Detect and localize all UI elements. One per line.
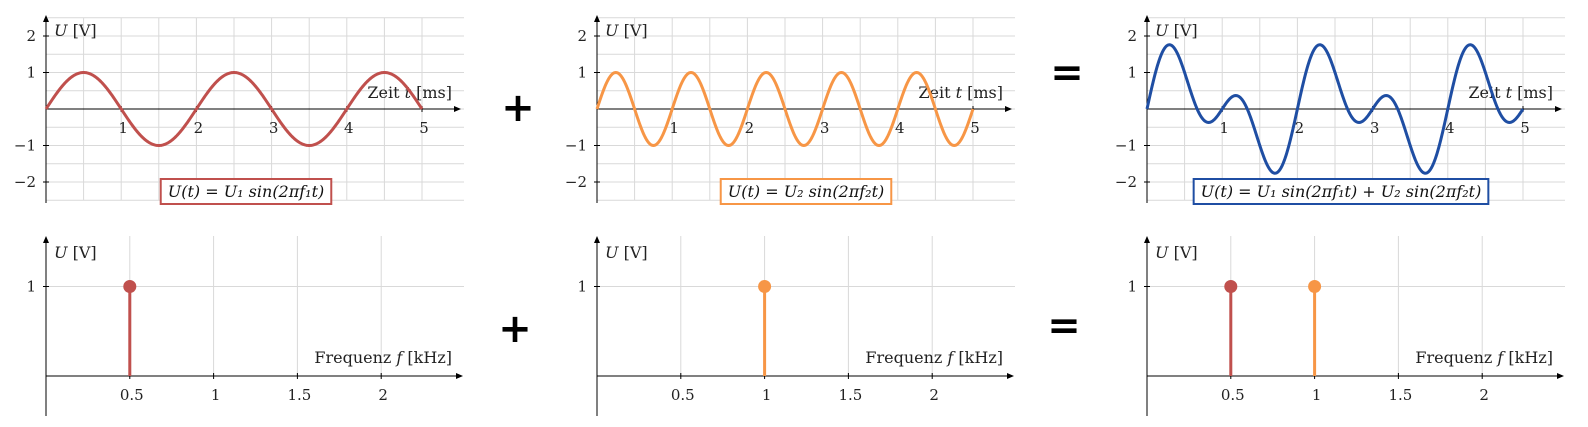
waveform-line — [44, 71, 424, 147]
x-tick-label: 1 — [1219, 119, 1229, 137]
y-tick-label: −2 — [14, 173, 36, 191]
x-tick-label: 0.5 — [1221, 386, 1245, 404]
y-tick-label: 2 — [1127, 27, 1137, 45]
formula-box — [719, 178, 893, 205]
x-axis-label: Zeit t [ms] — [1468, 83, 1553, 102]
formula-box — [159, 178, 333, 205]
x-tick-label: 1 — [669, 119, 679, 137]
x-tick-label: 4 — [1445, 119, 1455, 137]
y-tick-label: 1 — [577, 278, 587, 296]
formula-label: U(t) = U₂ sin(2πf₂t) — [728, 182, 885, 201]
x-axis-label: Zeit t [ms] — [367, 83, 452, 102]
y-tick-label: 1 — [577, 64, 587, 82]
x-axis-label: Frequenz f [kHz] — [865, 348, 1003, 367]
spectral-stem-marker — [1224, 280, 1238, 293]
x-tick-label: 0.5 — [671, 386, 695, 404]
x-tick-label: 3 — [820, 119, 830, 137]
operators-layer: + = + = — [498, 50, 1084, 352]
y-axis-label: U [V] — [1155, 21, 1198, 40]
x-tick-label: 5 — [1520, 119, 1530, 137]
y-tick-label: −2 — [565, 173, 587, 191]
spectral-stem-marker — [123, 280, 137, 293]
chart-spectrum-sum: 0.5 1 1.5 2 1 U [V] Frequenz f [kHz] — [1127, 236, 1565, 416]
charts-layer: 1 2 3 4 5 −2 −1 1 2 U [V] Zeit t [ms] U(t) = U₁ sin… — [14, 15, 1565, 416]
x-tick-label: 2 — [378, 386, 388, 404]
y-tick-label: 1 — [26, 64, 36, 82]
y-axis-label: U [V] — [1155, 243, 1198, 262]
x-tick-label: 2 — [1295, 119, 1305, 137]
y-tick-label: 1 — [26, 278, 36, 296]
chart-time-sine-1: 1 2 3 4 5 −2 −1 1 2 U [V] Zeit t [ms] U(t) = U₁ sin… — [14, 15, 464, 205]
x-tick-label: 5 — [419, 119, 429, 137]
y-tick-label: −1 — [1115, 137, 1137, 155]
y-tick-label: 1 — [1127, 64, 1137, 82]
x-tick-label: 5 — [970, 119, 980, 137]
equals-operator-bottom: = — [1047, 303, 1081, 349]
formula-label: U(t) = U₁ sin(2πf₁t) — [168, 182, 325, 201]
formula-box — [1192, 178, 1490, 205]
y-tick-label: 2 — [577, 27, 587, 45]
x-tick-label: 2 — [1479, 386, 1489, 404]
x-tick-label: 2 — [194, 119, 204, 137]
x-tick-label: 3 — [269, 119, 279, 137]
x-tick-label: 2 — [929, 386, 939, 404]
y-tick-label: 1 — [1127, 278, 1137, 296]
chart-spectrum-1: 0.5 1 1.5 2 1 U [V] Frequenz f [kHz] — [26, 236, 464, 416]
y-tick-label: 2 — [26, 27, 36, 45]
spectral-stem-marker — [1308, 280, 1322, 293]
waveform-line — [595, 71, 975, 147]
grid — [46, 17, 464, 201]
x-axis-label: Frequenz f [kHz] — [314, 348, 452, 367]
y-axis-label: U [V] — [605, 21, 648, 40]
plus-operator-bottom: + — [498, 306, 532, 352]
x-tick-label: 1 — [211, 386, 221, 404]
x-tick-label: 1.5 — [1388, 386, 1412, 404]
grid — [46, 236, 464, 376]
x-tick-label: 4 — [344, 119, 354, 137]
equals-operator-top: = — [1050, 50, 1084, 96]
y-tick-label: −2 — [1115, 173, 1137, 191]
y-axis-label: U [V] — [605, 243, 648, 262]
chart-spectrum-2: 0.5 1 1.5 2 1 U [V] Frequenz f [kHz] — [577, 236, 1015, 416]
y-axis-label: U [V] — [54, 21, 97, 40]
x-tick-label: 1 — [1312, 386, 1322, 404]
y-axis-label: U [V] — [54, 243, 97, 262]
plus-operator-top: + — [501, 85, 535, 131]
formula-label: U(t) = U₁ sin(2πf₁t) + U₂ sin(2πf₂t) — [1201, 182, 1482, 201]
x-tick-label: 0.5 — [120, 386, 144, 404]
x-tick-label: 2 — [745, 119, 755, 137]
x-tick-label: 1.5 — [287, 386, 311, 404]
x-tick-label: 4 — [895, 119, 905, 137]
chart-time-sine-2: 1 2 3 4 5−2−112 U [V]Zeit t [ms]U(t) = U₂ sin… — [565, 15, 1015, 205]
spectral-stem-marker — [758, 280, 772, 293]
x-tick-label: 1.5 — [838, 386, 862, 404]
x-tick-label: 3 — [1370, 119, 1380, 137]
y-tick-label: −1 — [14, 137, 36, 155]
x-axis-label: Frequenz f [kHz] — [1415, 348, 1553, 367]
x-tick-label: 1 — [118, 119, 128, 137]
y-tick-label: −1 — [565, 137, 587, 155]
x-tick-label: 1 — [762, 386, 772, 404]
chart-time-sum: 1 2 3 4 5 −2 −1 1 2 U [V] Zeit t [ms] U(t) = U₁ sin… — [1115, 15, 1565, 205]
waveform-line — [1145, 43, 1525, 175]
